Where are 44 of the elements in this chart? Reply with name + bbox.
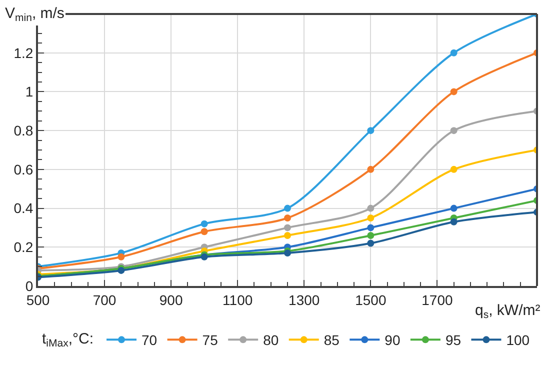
legend-label: 85 — [324, 332, 340, 348]
x-tick-label: 1100 — [222, 292, 253, 308]
point — [450, 218, 458, 226]
point — [118, 253, 125, 260]
x-tick-label: 700 — [92, 292, 116, 308]
legend-label: 75 — [202, 332, 218, 348]
legend-label: 100 — [506, 332, 530, 348]
x-tick-label: 1300 — [288, 292, 320, 308]
y-tick-label: 0 — [25, 278, 34, 294]
x-axis-title: q$_{s}$, kW/m² — [475, 302, 540, 322]
x-tick-label: 1700 — [422, 292, 453, 308]
legend-label: 90 — [384, 332, 400, 348]
point — [367, 224, 374, 232]
legend-title: t$_{iMax}$,°C: — [42, 330, 94, 350]
y-tick-label: 0.6 — [14, 161, 34, 178]
point — [450, 166, 458, 173]
point — [367, 214, 374, 222]
point — [450, 127, 458, 134]
y-tick-label: 1 — [25, 84, 34, 100]
point — [450, 88, 458, 96]
point — [284, 214, 291, 222]
point — [284, 232, 291, 239]
point — [284, 204, 291, 212]
y-axis-title: V$_{min}$, m/s — [5, 5, 64, 24]
y-tick-label: 0.2 — [14, 239, 34, 256]
point — [200, 220, 208, 228]
point — [450, 204, 458, 212]
point — [200, 228, 208, 236]
x-tick-label: 900 — [159, 292, 183, 308]
point — [367, 166, 374, 173]
legend-label: 70 — [142, 332, 158, 348]
point — [367, 240, 374, 247]
point — [367, 232, 374, 239]
legend-label: 80 — [263, 332, 279, 348]
point — [450, 49, 458, 56]
y-tick-label: 1.2 — [14, 44, 34, 61]
point — [284, 224, 291, 232]
y-tick-label: 0.4 — [14, 200, 34, 216]
legend-label: 95 — [445, 332, 462, 348]
x-tick-label: 1500 — [355, 292, 386, 308]
x-tick-label: 500 — [26, 292, 50, 308]
point — [367, 204, 374, 212]
point — [367, 127, 374, 134]
y-tick-label: 0.8 — [14, 122, 34, 138]
